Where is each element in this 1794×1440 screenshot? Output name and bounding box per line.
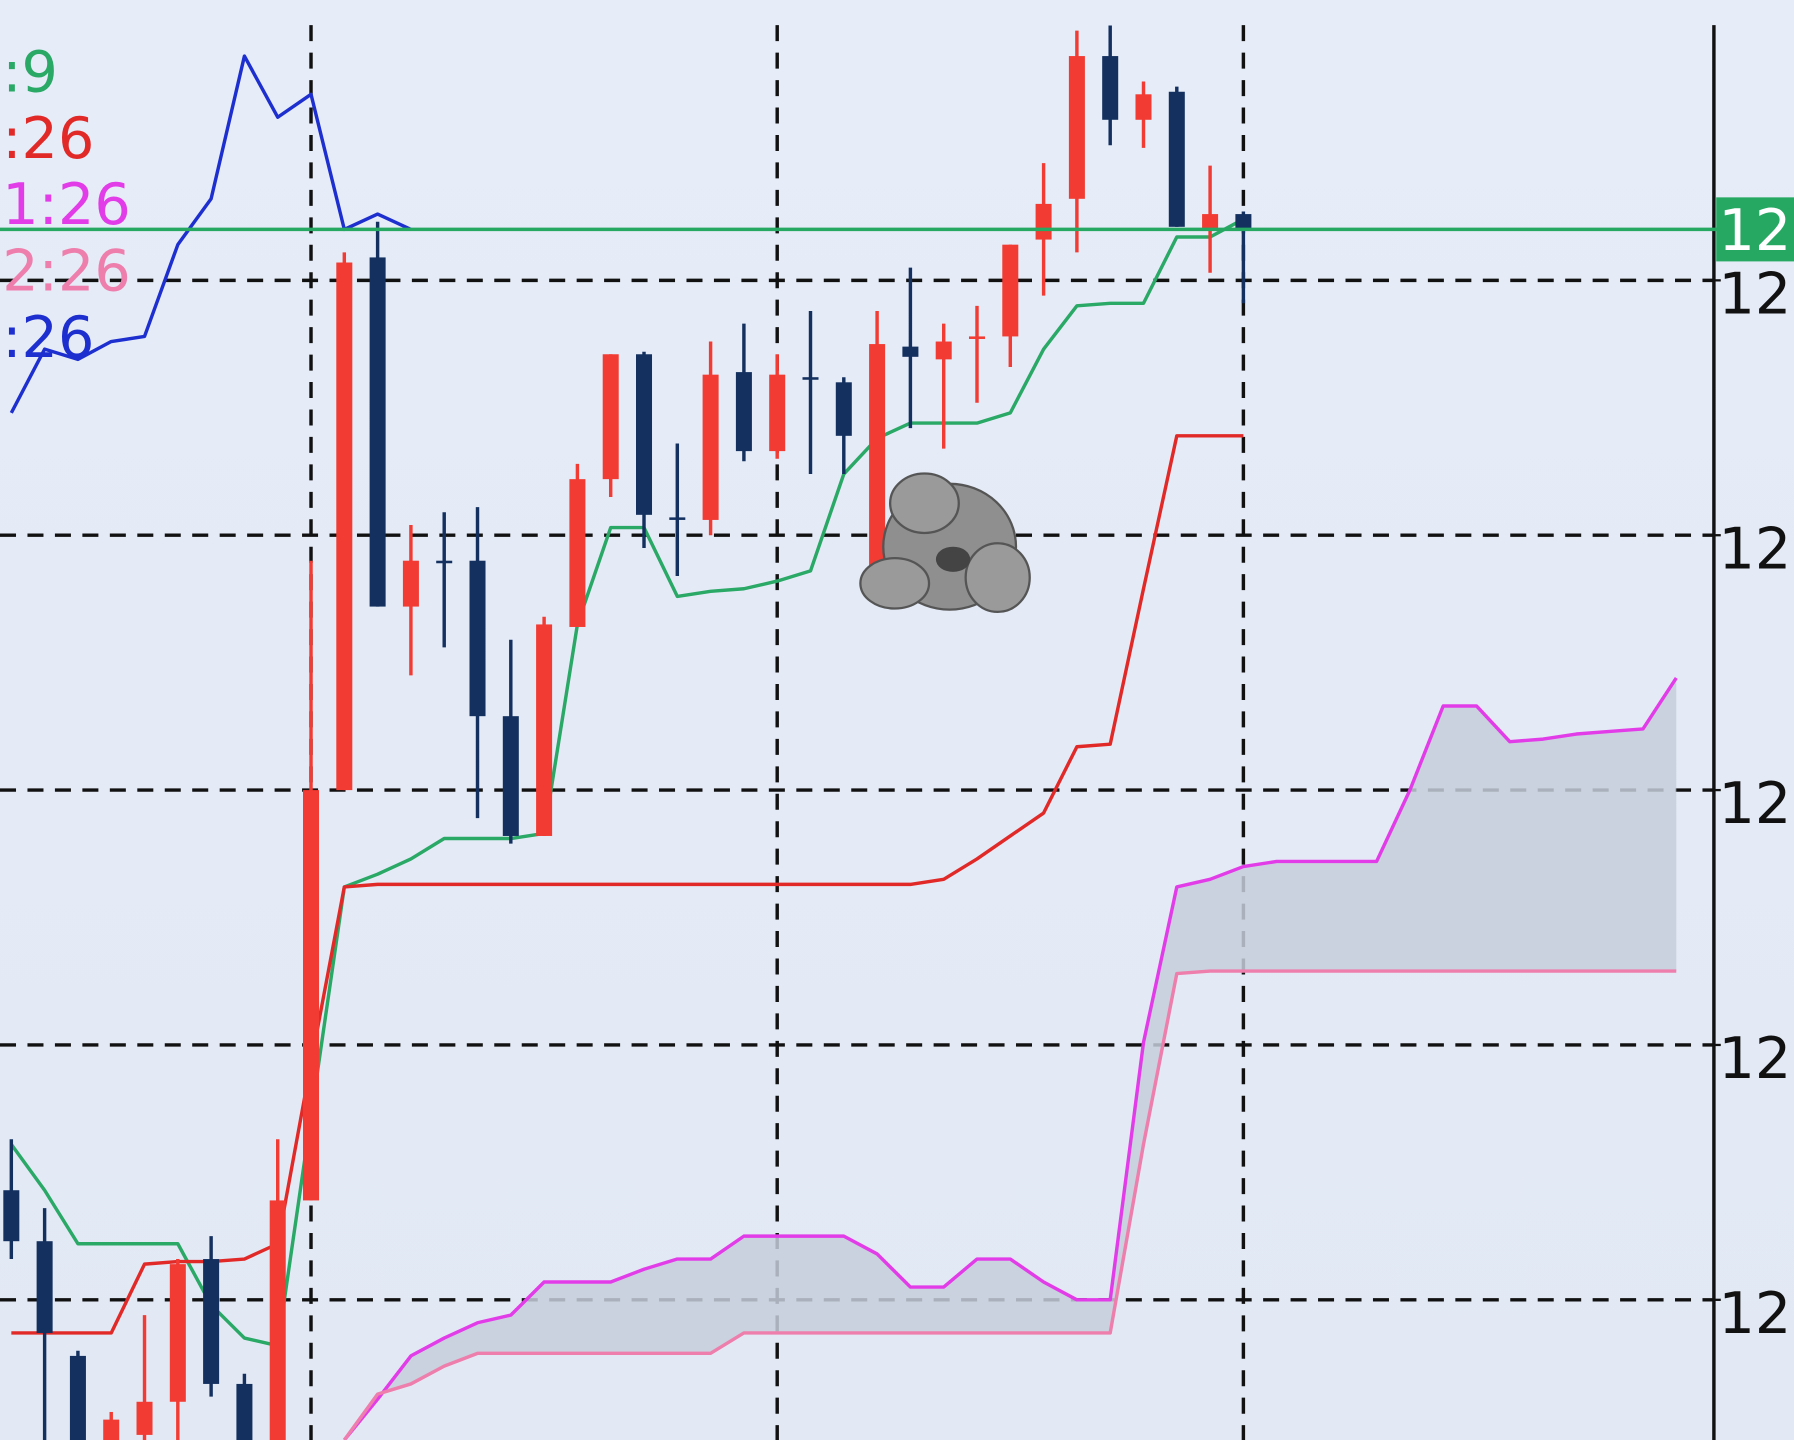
candle-body: [735, 372, 752, 452]
candle-body: [769, 374, 786, 452]
legend-label: :9: [2, 40, 58, 106]
candle-body: [1002, 244, 1019, 337]
grid: [0, 25, 1714, 1440]
candle-body: [1102, 56, 1119, 120]
candle-body: [869, 344, 886, 571]
candle-body: [69, 1355, 86, 1440]
candle-body: [103, 1419, 120, 1440]
candle-body: [469, 560, 486, 717]
candle-body: [1068, 56, 1085, 199]
candle-body: [635, 354, 653, 515]
candles: [3, 25, 1252, 1440]
legend-label: :26: [2, 106, 94, 172]
legend-label: :26: [2, 305, 94, 371]
series-line: [342, 969, 1677, 1440]
y-tick-label: 12: [1718, 516, 1791, 582]
legend-label: 1:26: [2, 172, 130, 238]
series-line: [342, 677, 1678, 1440]
candle-body: [602, 354, 619, 480]
candle-body: [1202, 214, 1219, 230]
y-tick-label: 12: [1718, 771, 1791, 837]
candle-body: [436, 560, 453, 564]
cloud-area: [344, 677, 1677, 1440]
candle-body: [902, 346, 919, 357]
cloud: [344, 677, 1677, 1440]
candle-body: [269, 1200, 286, 1440]
candle-body: [236, 1383, 253, 1440]
candle-body: [203, 1259, 220, 1384]
y-tick-label: 12: [1718, 262, 1791, 328]
legend-label: 2:26: [2, 239, 130, 305]
price-badge-label: 12: [1718, 198, 1791, 264]
candle-body: [36, 1241, 53, 1333]
candle-body: [502, 716, 519, 836]
candle-body: [369, 257, 386, 607]
candle-body: [835, 382, 852, 436]
y-tick-label: 12: [1718, 1026, 1791, 1092]
candle-body: [136, 1401, 153, 1435]
candle-body: [1035, 203, 1052, 240]
candle-body: [3, 1190, 20, 1242]
candle-body: [336, 262, 353, 791]
candle-body: [802, 377, 819, 380]
candle-body: [1135, 94, 1152, 120]
sticker: [859, 472, 1031, 614]
candle-body: [169, 1264, 186, 1402]
candle-body: [536, 624, 553, 836]
candle-body: [1168, 91, 1185, 227]
candle-body: [569, 479, 586, 627]
candle-body: [968, 336, 986, 339]
candle-body: [935, 341, 952, 360]
candle-body: [669, 517, 686, 520]
candle-body: [1235, 214, 1252, 230]
price-badge: [1716, 197, 1794, 262]
candle-body: [402, 560, 419, 607]
legend: :9:261:262:26:26: [2, 40, 130, 371]
y-axis: 12 12 12 12 12: [1713, 262, 1791, 1347]
candle-body: [303, 790, 320, 1201]
y-tick-label: 12: [1718, 1281, 1791, 1347]
candle-body: [702, 374, 719, 520]
